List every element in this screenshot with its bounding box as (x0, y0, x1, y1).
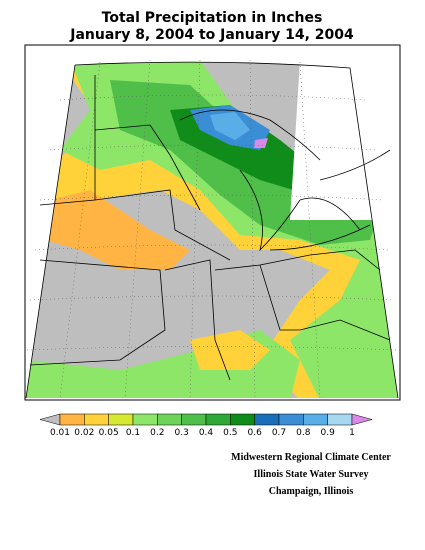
legend-label: 0.7 (272, 428, 286, 438)
legend-label: 0.6 (248, 428, 263, 438)
legend-label: 0.9 (321, 428, 336, 438)
legend-label: 0.8 (296, 428, 311, 438)
legend-swatch (157, 413, 182, 426)
legend-label: 0.1 (126, 428, 140, 438)
legend-swatch (59, 413, 85, 426)
map (24, 44, 401, 401)
legend-swatch (303, 413, 328, 426)
legend-label: 0.01 (50, 428, 70, 438)
credit-line: Midwestern Regional Climate Center (231, 452, 391, 463)
legend-label: 0.5 (223, 428, 237, 438)
legend-swatch (278, 413, 304, 426)
legend-swatch (181, 413, 207, 426)
legend-swatch (230, 413, 255, 426)
title-line: January 8, 2004 to January 14, 2004 (69, 27, 354, 43)
credit-line: Champaign, Illinois (269, 486, 354, 497)
legend-label: 0.4 (199, 428, 214, 438)
legend-label: 0.02 (74, 428, 94, 438)
legend-swatch (351, 413, 373, 426)
legend-swatch (254, 413, 280, 426)
legend-swatch (132, 413, 158, 426)
legend-label: 0.3 (175, 428, 189, 438)
legend: 0.01 0.02 0.05 0.1 0.2 0.3 0.4 0.5 0.6 0.7 0.8 0.9 1 (39, 413, 373, 438)
credit-line: Illinois State Water Survey (254, 469, 369, 480)
legend-swatch (84, 413, 109, 426)
legend-label: 0.05 (99, 428, 119, 438)
legend-label: 0.2 (150, 428, 164, 438)
legend-label: 1 (349, 428, 355, 438)
legend-swatch (108, 413, 134, 426)
title-line: Total Precipitation in Inches (102, 10, 323, 26)
legend-swatch (39, 413, 61, 426)
legend-swatch (205, 413, 231, 426)
legend-swatch (327, 413, 353, 426)
